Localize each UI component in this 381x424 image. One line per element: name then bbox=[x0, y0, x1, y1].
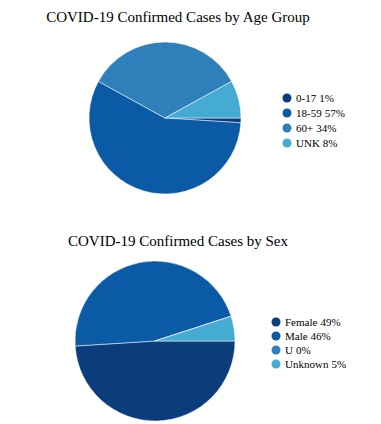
legend-value: 46% bbox=[311, 330, 331, 342]
legend-label: Female49% bbox=[285, 316, 341, 328]
legend-value: 49% bbox=[320, 316, 340, 328]
legend-label: 0-171% bbox=[296, 92, 334, 104]
legend-label: Unknown5% bbox=[285, 358, 346, 370]
legend-swatch bbox=[272, 332, 281, 341]
legend-category: 18-59 bbox=[296, 107, 322, 119]
legend-category: Female bbox=[285, 316, 317, 328]
legend-value: 0% bbox=[296, 344, 311, 356]
chart-title: COVID-19 Confirmed Cases by Age Group bbox=[46, 9, 310, 25]
chart-title: COVID-19 Confirmed Cases by Sex bbox=[68, 233, 288, 249]
legend-swatch bbox=[283, 94, 292, 103]
legend-value: 34% bbox=[316, 122, 336, 134]
legend-swatch bbox=[283, 124, 292, 133]
legend-category: 0-17 bbox=[296, 92, 317, 104]
legend-label: U0% bbox=[285, 344, 311, 356]
legend-category: U bbox=[285, 344, 293, 356]
legend-label: 18-5957% bbox=[296, 107, 345, 119]
legend-swatch bbox=[283, 139, 292, 148]
pie-slice bbox=[75, 341, 235, 421]
pie-chart: COVID-19 Confirmed Cases by Age Group 0-1… bbox=[46, 9, 345, 194]
legend-value: 5% bbox=[331, 358, 346, 370]
legend-label: Male46% bbox=[285, 330, 331, 342]
pie-slice bbox=[165, 81, 241, 118]
legend-value: 8% bbox=[323, 137, 338, 149]
legend-category: Male bbox=[285, 330, 308, 342]
legend-category: Unknown bbox=[285, 358, 329, 370]
chart-canvas: COVID-19 Confirmed Cases by Age Group 0-1… bbox=[0, 0, 381, 424]
pie-slice bbox=[155, 316, 235, 341]
legend-label: UNK8% bbox=[296, 137, 338, 149]
legend-swatch bbox=[283, 109, 292, 118]
legend-swatch bbox=[272, 360, 281, 369]
legend: 0-171% 18-5957% 60+34% UNK8% bbox=[283, 92, 345, 149]
slices bbox=[75, 261, 235, 421]
legend-swatch bbox=[272, 318, 281, 327]
pie-chart: COVID-19 Confirmed Cases by Sex Female49%… bbox=[68, 233, 346, 421]
legend-category: 60+ bbox=[296, 122, 313, 134]
legend-swatch bbox=[272, 346, 281, 355]
legend-value: 57% bbox=[325, 107, 345, 119]
legend-label: 60+34% bbox=[296, 122, 336, 134]
legend-category: UNK bbox=[296, 137, 320, 149]
legend: Female49%Male46%U0%Unknown5% bbox=[272, 316, 347, 370]
slices bbox=[89, 42, 241, 194]
legend-value: 1% bbox=[319, 92, 334, 104]
